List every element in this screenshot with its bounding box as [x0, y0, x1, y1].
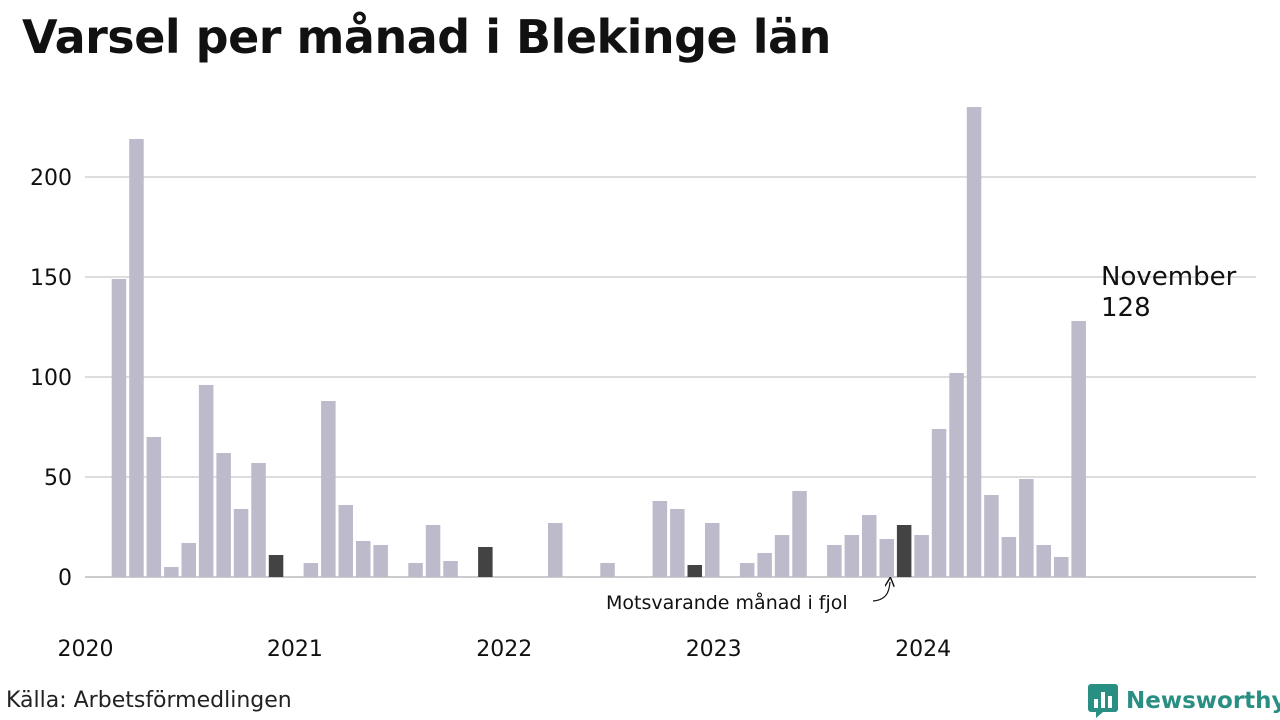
bar-2022-11	[687, 565, 702, 577]
x-tick-label: 2022	[476, 637, 532, 662]
brand-name: Newsworthy	[1126, 688, 1280, 714]
bar-2023-03	[757, 553, 772, 577]
bar-2020-11	[268, 555, 284, 577]
bar-2022-03	[548, 523, 563, 577]
newsworthy-logo: Newsworthy	[1088, 684, 1280, 718]
y-tick-label: 100	[30, 366, 72, 391]
bar-2024-07	[1036, 545, 1051, 577]
bar-2020-04	[146, 437, 162, 577]
x-tick-label: 2021	[267, 637, 323, 662]
bar-2023-04	[774, 535, 790, 577]
bar-2021-07	[408, 563, 423, 577]
bar-2024-08	[1054, 557, 1069, 577]
y-axis-tick-labels: 0 50 100 150 200	[30, 166, 72, 591]
last-year-annotation: Motsvarande månad i fjol	[606, 591, 848, 614]
bar-2021-09	[443, 561, 458, 577]
source-note: Källa: Arbetsförmedlingen	[6, 688, 292, 713]
y-tick-label: 150	[30, 266, 72, 291]
bar-2023-08	[844, 535, 860, 577]
annotations: November 128 Motsvarande månad i fjol	[606, 262, 1237, 614]
current-month-label: November	[1101, 262, 1237, 292]
bar-2020-06	[181, 543, 196, 577]
x-axis-tick-labels: 2020 2021 2022 2023 2024	[58, 637, 952, 662]
bar-2021-03	[338, 505, 353, 577]
bar-2020-02	[111, 279, 127, 577]
bar-2023-09	[862, 515, 877, 577]
y-tick-label: 0	[58, 566, 72, 591]
bar-2023-07	[827, 545, 842, 577]
bar-2024-05	[1001, 537, 1017, 577]
bar-2022-09	[652, 501, 668, 577]
y-tick-label: 50	[44, 466, 72, 491]
bar-2020-10	[251, 463, 266, 577]
bar-2024-02	[949, 373, 964, 577]
bar-2020-09	[233, 509, 249, 577]
bar-2023-10	[879, 539, 894, 577]
chart-title: Varsel per månad i Blekinge län	[22, 10, 831, 64]
bar-2022-10	[670, 509, 685, 577]
x-tick-label: 2020	[58, 637, 114, 662]
current-value-label: 128	[1101, 293, 1151, 323]
bar-2020-03	[129, 139, 144, 577]
bar-2021-11	[478, 547, 493, 577]
bar-2021-02	[321, 401, 336, 577]
bar-2024-06	[1019, 479, 1034, 577]
bar-2022-12	[705, 523, 720, 577]
bar-2023-12	[914, 535, 929, 577]
bar-2021-04	[356, 541, 371, 577]
bar-2023-02	[739, 563, 755, 577]
bar-2024-04	[984, 495, 999, 577]
x-tick-label: 2024	[895, 637, 951, 662]
bar-2021-08	[425, 525, 441, 577]
x-tick-label: 2023	[686, 637, 742, 662]
bar-2024-09	[1071, 321, 1086, 577]
bar-2020-08	[216, 453, 231, 577]
bar-2021-05	[373, 545, 388, 577]
bar-2024-01	[931, 429, 947, 577]
bar-2023-11	[896, 525, 912, 577]
annotation-arrow	[872, 582, 890, 602]
bar-2022-06	[600, 563, 615, 577]
bar-2021-01	[303, 563, 319, 577]
y-tick-label: 200	[30, 166, 72, 191]
bar-2023-05	[792, 491, 807, 577]
bar-2020-07	[198, 385, 214, 577]
bars	[111, 107, 1086, 577]
bar-2024-03	[966, 107, 982, 577]
bar-2020-05	[164, 567, 179, 577]
newsworthy-logo-icon	[1088, 684, 1118, 718]
